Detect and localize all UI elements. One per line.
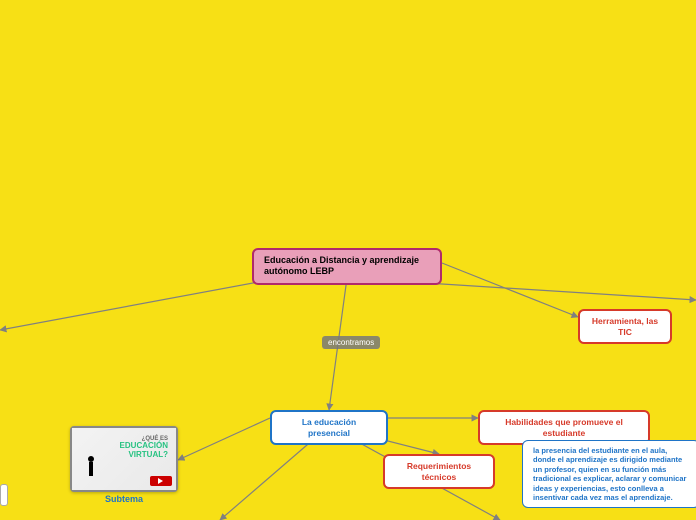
node-requerimientos[interactable]: Requerimientos técnicos xyxy=(383,454,495,489)
edge-label-encontramos: encontramos xyxy=(322,336,380,349)
node-presencial[interactable]: La educación presencial xyxy=(270,410,388,445)
youtube-icon xyxy=(150,476,172,486)
node-root[interactable]: Educación a Distancia y aprendizaje autó… xyxy=(252,248,442,285)
node-subtema-thumbnail[interactable]: ¿QUÉ ES EDUCACIÓN VIRTUAL? xyxy=(70,426,178,492)
node-descripcion[interactable]: la presencia del estudiante en el aula, … xyxy=(522,440,696,508)
node-subtema-label: Subtema xyxy=(72,494,176,504)
person-icon xyxy=(84,456,98,484)
thumbnail-caption: ¿QUÉ ES EDUCACIÓN VIRTUAL? xyxy=(120,436,168,459)
node-herramienta[interactable]: Herramienta, las TIC xyxy=(578,309,672,344)
side-stub-node[interactable] xyxy=(0,484,8,506)
mindmap-canvas: Educación a Distancia y aprendizaje autó… xyxy=(0,0,696,520)
